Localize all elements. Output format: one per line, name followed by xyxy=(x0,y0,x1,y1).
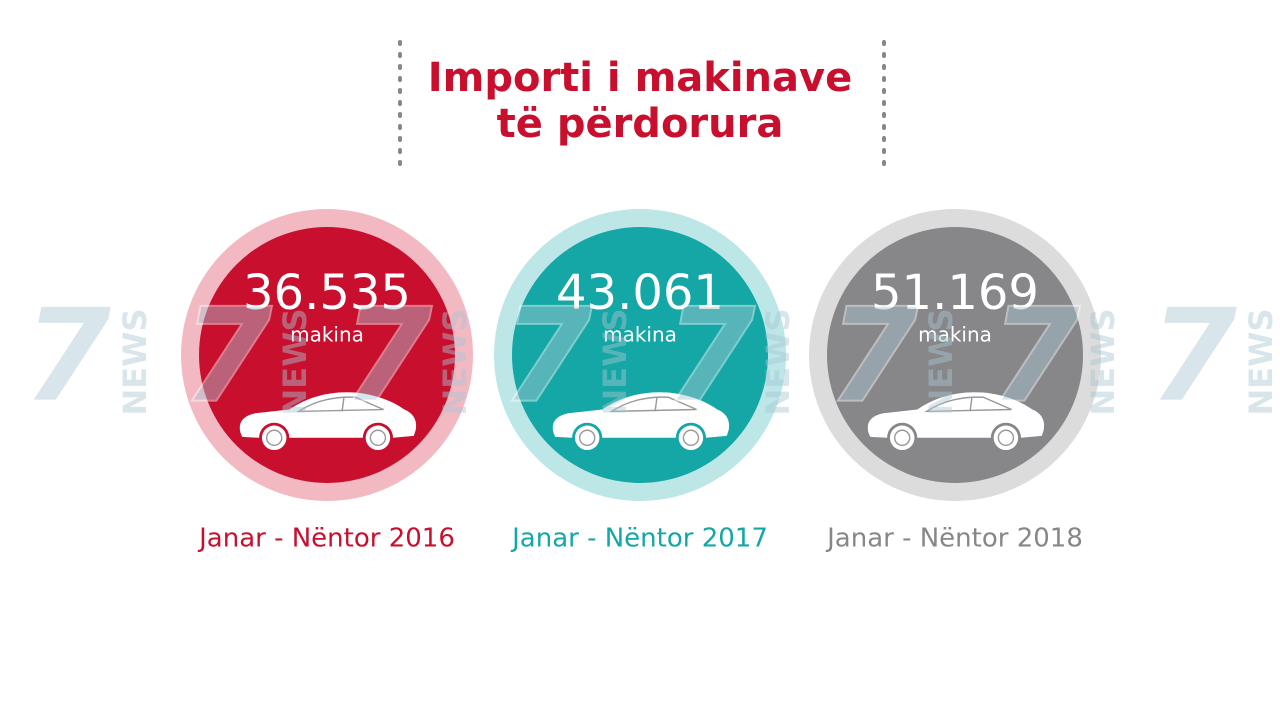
watermark-numeral: 7 xyxy=(342,280,433,432)
unit: makina xyxy=(603,323,677,347)
watermark-numeral: 7 xyxy=(828,280,919,432)
watermark-numeral: 7 xyxy=(22,280,113,432)
watermark-text: NEWS xyxy=(116,309,154,416)
watermark-text: NEWS xyxy=(922,309,960,416)
watermark-text: NEWS xyxy=(276,309,314,416)
watermark-numeral: 7 xyxy=(990,280,1081,432)
watermark-text: NEWS xyxy=(1242,309,1280,416)
watermark-text: NEWS xyxy=(436,309,474,416)
watermark: 7 NEWS 7 NEWS 7 NEWS 7 NEWS 7 NEWS 7 NEWS 7 NEWS 7 NEWS xyxy=(21,279,1280,433)
count: 43.061 xyxy=(556,265,724,321)
watermark-numeral: 7 xyxy=(502,280,593,432)
unit: makina xyxy=(918,323,992,347)
count: 36.535 xyxy=(243,265,411,321)
period: Janar - Nëntor 2018 xyxy=(825,524,1083,554)
watermark-text: NEWS xyxy=(596,309,634,416)
watermark-numeral: 7 xyxy=(665,280,756,432)
period: Janar - Nëntor 2016 xyxy=(197,524,455,554)
watermark-numeral: 7 xyxy=(182,280,273,432)
count: 51.169 xyxy=(871,265,1039,321)
title: Importi i makinave xyxy=(428,55,852,101)
watermark-text: NEWS xyxy=(759,309,797,416)
title: të përdorura xyxy=(497,101,784,147)
watermark-text: NEWS xyxy=(1084,309,1122,416)
unit: makina xyxy=(290,323,364,347)
watermark-numeral: 7 xyxy=(1148,280,1239,432)
period: Janar - Nëntor 2017 xyxy=(510,524,768,554)
